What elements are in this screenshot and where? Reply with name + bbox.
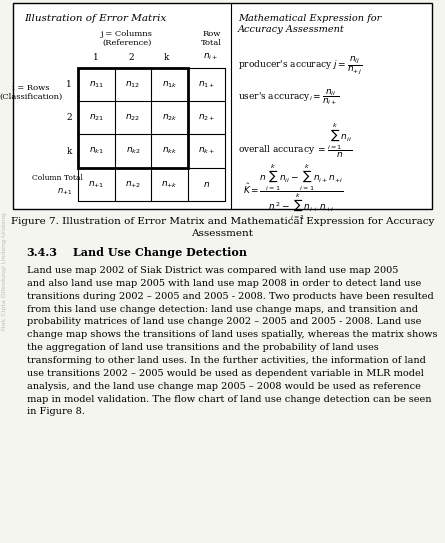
Text: $n_{11}$: $n_{11}$ [89,79,104,90]
Text: $n_{22}$: $n_{22}$ [125,112,141,123]
Text: $n_{2+}$: $n_{2+}$ [198,112,215,123]
FancyBboxPatch shape [13,3,432,209]
Text: $n_{kk}$: $n_{kk}$ [162,146,177,156]
Text: 2: 2 [129,53,134,61]
Text: $n_{k+}$: $n_{k+}$ [198,146,215,156]
Text: Figure 7. Illustration of Error Matrix and Mathematical Expression for Accuracy
: Figure 7. Illustration of Error Matrix a… [11,217,434,238]
Text: $n_{+2}$: $n_{+2}$ [125,179,141,190]
Text: $n_{21}$: $n_{21}$ [89,112,104,123]
Text: $n_{i+}$: $n_{i+}$ [203,52,218,62]
Text: $n_{1+}$: $n_{1+}$ [198,79,215,90]
Text: Column Total: Column Total [32,174,83,182]
Text: $n_{k2}$: $n_{k2}$ [125,146,140,156]
Text: $n_{k1}$: $n_{k1}$ [89,146,104,156]
Text: k: k [66,147,72,155]
Text: 1: 1 [93,53,98,61]
Text: Row
Total: Row Total [201,30,222,47]
Text: $n_{1k}$: $n_{1k}$ [162,79,178,90]
Text: $n_{+1}$: $n_{+1}$ [88,179,105,190]
Text: k: k [164,53,170,61]
Text: $n_{+k}$: $n_{+k}$ [161,179,178,190]
Text: $n_{12}$: $n_{12}$ [125,79,141,90]
Text: $n_{+1}$: $n_{+1}$ [57,186,72,197]
Text: Hak Cipta Dilindungi Undang-Undang: Hak Cipta Dilindungi Undang-Undang [2,213,7,330]
Text: Mathematical Expression for
Accuracy Assessment: Mathematical Expression for Accuracy Ass… [238,14,381,34]
Text: 1: 1 [66,80,72,89]
Text: $\hat{K} = \dfrac{n\sum_{i=1}^{k} n_{ii} - \sum_{i=1}^{k} n_{i+}n_{+i}}{n^2 - \s: $\hat{K} = \dfrac{n\sum_{i=1}^{k} n_{ii}… [243,163,343,222]
Text: 3.4.3: 3.4.3 [27,247,58,258]
Text: user's accuracy$_i = \dfrac{n_{ii}}{n_{i+}}$: user's accuracy$_i = \dfrac{n_{ii}}{n_{i… [238,87,340,107]
Text: overall accuracy $= \dfrac{\sum_{i=1}^{k} n_{ii}}{n}$: overall accuracy $= \dfrac{\sum_{i=1}^{k… [238,122,352,160]
Text: $n_{2k}$: $n_{2k}$ [162,112,178,123]
Text: Land Use Change Detection: Land Use Change Detection [73,247,247,258]
Text: i = Rows
(Classification): i = Rows (Classification) [0,84,63,101]
Text: j = Columns
(Reference): j = Columns (Reference) [101,30,153,47]
Text: $n$: $n$ [203,180,210,189]
Text: 2: 2 [66,113,72,122]
Text: Illustration of Error Matrix: Illustration of Error Matrix [24,14,167,23]
Text: producer's accuracy $j = \dfrac{n_{ij}}{n_{+j}}$: producer's accuracy $j = \dfrac{n_{ij}}{… [238,54,362,76]
Text: Land use map 2002 of Siak District was compared with land use map 2005
and also : Land use map 2002 of Siak District was c… [27,266,437,416]
